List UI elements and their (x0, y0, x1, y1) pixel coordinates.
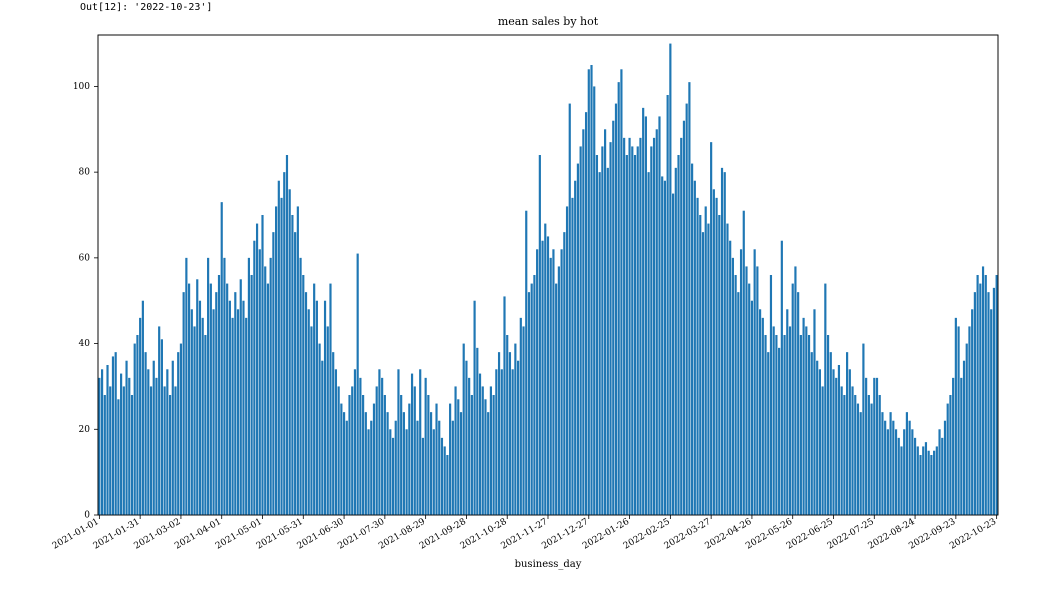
svg-text:business_day: business_day (515, 559, 582, 570)
svg-text:80: 80 (79, 168, 91, 178)
svg-text:2022-10-23: 2022-10-23 (948, 517, 998, 552)
svg-text:0: 0 (84, 511, 90, 521)
svg-text:100: 100 (73, 82, 90, 92)
svg-text:20: 20 (79, 425, 91, 435)
svg-text:60: 60 (79, 253, 91, 263)
sales-bar-chart: 0204060801002021-01-012021-01-312021-03-… (0, 0, 1045, 593)
svg-text:mean sales by hot: mean sales by hot (498, 15, 599, 28)
svg-text:40: 40 (79, 339, 91, 349)
